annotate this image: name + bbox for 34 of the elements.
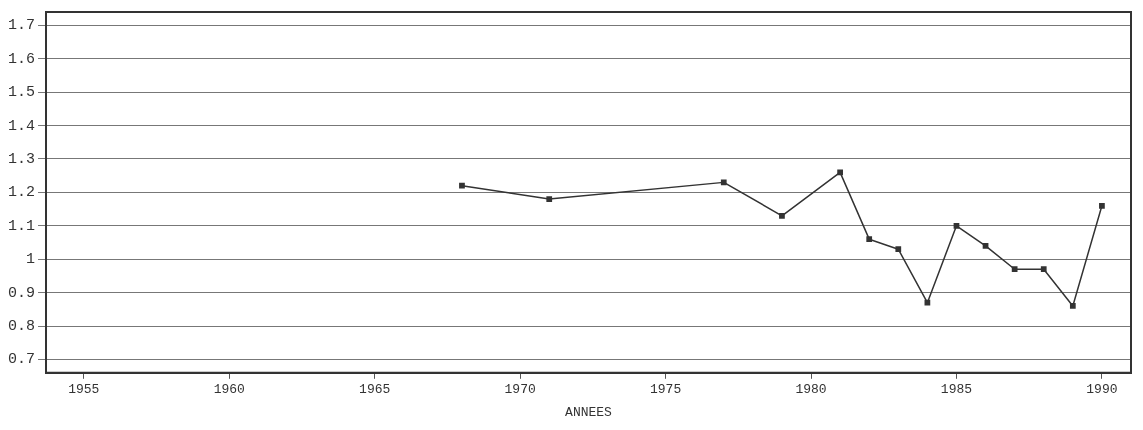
y-tick-label: 0.8 <box>7 318 35 335</box>
x-axis-title: ANNEES <box>565 404 613 420</box>
x-tick-label: 1960 <box>213 382 245 398</box>
x-tick-label: 1990 <box>1086 382 1118 398</box>
y-tick-label: 1.4 <box>7 117 35 135</box>
y-tick-label: 1.5 <box>7 84 35 102</box>
point <box>837 169 843 176</box>
point <box>866 236 873 243</box>
point <box>720 179 727 186</box>
x-tick-label: 1985 <box>940 382 973 398</box>
y-tick-label: 1.2 <box>7 184 35 202</box>
x-tick-label: 1955 <box>68 382 100 398</box>
point <box>546 196 553 202</box>
point <box>1040 266 1047 273</box>
y-tick-label: 1.7 <box>7 17 35 35</box>
point <box>982 242 989 249</box>
x-tick-label: 1975 <box>649 382 682 398</box>
point <box>1069 303 1076 309</box>
point <box>895 246 902 253</box>
point <box>953 222 960 229</box>
x-tick-label: 1970 <box>504 382 536 398</box>
y-tick-label: 1 <box>25 251 35 269</box>
point <box>1099 202 1105 209</box>
y-tick-label: 1.1 <box>7 217 35 235</box>
y-tick-label: 0.7 <box>7 351 35 369</box>
point <box>779 212 785 219</box>
x-tick-label: 1980 <box>795 382 827 398</box>
y-tick-label: 1.6 <box>7 50 35 68</box>
point <box>459 182 465 189</box>
y-tick-label: 1.3 <box>7 150 35 168</box>
y-tick-label: 0.9 <box>7 284 35 302</box>
point <box>1011 266 1018 273</box>
x-tick-label: 1965 <box>359 382 391 398</box>
point <box>924 299 931 306</box>
